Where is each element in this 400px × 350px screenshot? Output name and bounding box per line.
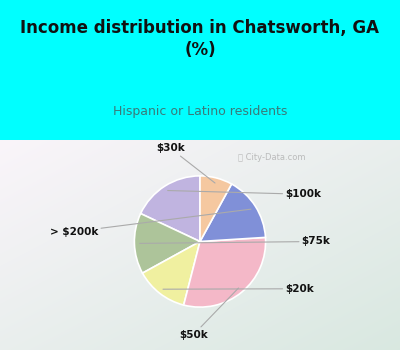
Text: Hispanic or Latino residents: Hispanic or Latino residents <box>113 105 287 119</box>
Text: $75k: $75k <box>140 237 330 246</box>
Text: $50k: $50k <box>179 288 238 340</box>
Text: $30k: $30k <box>156 143 215 183</box>
Text: > $200k: > $200k <box>50 209 251 237</box>
Wedge shape <box>200 176 232 241</box>
Text: $100k: $100k <box>168 189 321 199</box>
Wedge shape <box>184 237 266 307</box>
Wedge shape <box>134 214 200 273</box>
Text: ⓘ City-Data.com: ⓘ City-Data.com <box>238 153 305 162</box>
Text: Income distribution in Chatsworth, GA
(%): Income distribution in Chatsworth, GA (%… <box>20 19 380 59</box>
Wedge shape <box>141 176 200 241</box>
Wedge shape <box>200 184 266 241</box>
Text: $20k: $20k <box>163 284 314 294</box>
Wedge shape <box>142 241 200 305</box>
